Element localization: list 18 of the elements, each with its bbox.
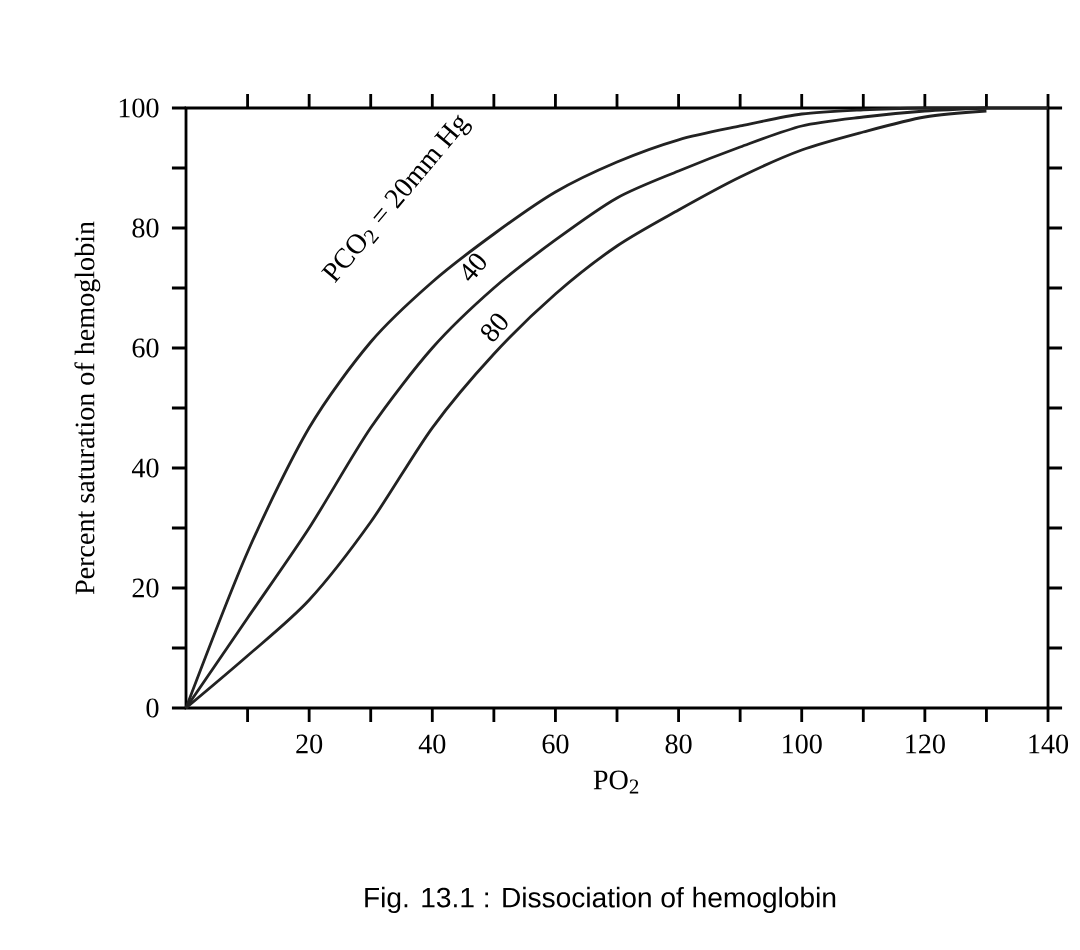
x-tick-label: 100	[783, 734, 822, 754]
x-axis-title: PO$_{2}$	[593, 770, 639, 794]
y-tick-label: 80	[132, 218, 159, 238]
y-tick-label: 100	[119, 98, 159, 118]
text: Fig. 13.1 : Dissociation of hemoglobin	[365, 886, 836, 914]
x-tick-label: 20	[296, 734, 323, 754]
y-tick-label: 40	[131, 458, 159, 478]
y-tick-label: 0	[146, 698, 159, 718]
x-tick-label: 80	[665, 734, 692, 754]
y-axis-title: Percent saturation of hemoglobin	[74, 221, 101, 595]
x-tick-label: 120	[906, 734, 945, 754]
y-tick-label: 20	[132, 578, 159, 598]
x-tick-label: 140	[1029, 734, 1069, 754]
x-tick-label: 60	[542, 734, 569, 754]
x-tick-label: 40	[418, 734, 446, 754]
y-tick-label: 60	[132, 338, 159, 358]
annotation: 40	[462, 253, 486, 281]
annotation: 80	[481, 313, 508, 342]
